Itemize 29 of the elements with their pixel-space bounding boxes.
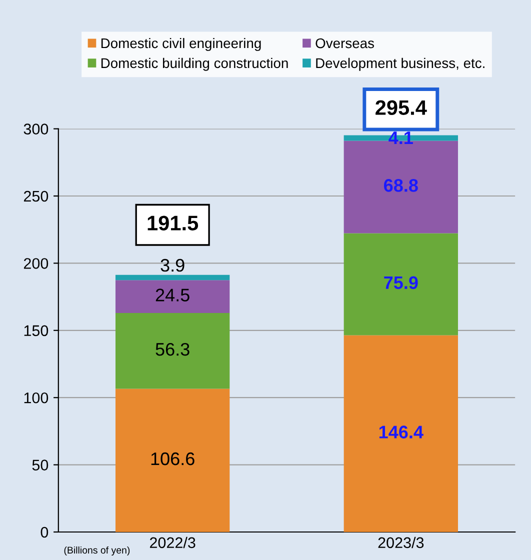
y-tick-label: 200 xyxy=(24,258,48,269)
legend-label: Domestic civil engineering xyxy=(101,38,261,51)
data-label: 68.8 xyxy=(384,179,418,192)
bar xyxy=(115,280,230,314)
bar xyxy=(115,313,230,389)
y-tick-label: 300 xyxy=(24,124,48,134)
legend-label: Development business, etc. xyxy=(316,58,484,71)
data-label: 56.3 xyxy=(156,342,190,356)
bar xyxy=(344,233,458,336)
legend-label: Domestic building construction xyxy=(101,58,288,71)
x-tick-label: 2022/3 xyxy=(150,536,196,548)
y-tick-label: 0 xyxy=(40,526,48,538)
data-label: 3.9 xyxy=(160,258,184,272)
legend-label: Overseas xyxy=(316,38,374,48)
bar xyxy=(115,274,230,280)
data-label: 106.6 xyxy=(151,452,194,466)
data-label: 75.9 xyxy=(384,276,418,290)
y-tick-label: 250 xyxy=(24,190,48,202)
bar xyxy=(115,388,230,532)
y-tick-label: 150 xyxy=(24,325,48,336)
x-tick-label: 2023/3 xyxy=(378,536,424,548)
text: (Billions of yen) xyxy=(64,546,130,556)
total-label: 191.5 xyxy=(148,216,198,230)
y-tick-label: 100 xyxy=(24,392,48,404)
data-label: 24.5 xyxy=(156,288,190,302)
data-label: 146.4 xyxy=(379,426,424,438)
y-tick-label: 50 xyxy=(32,460,48,470)
total-label: 295.4 xyxy=(376,100,427,116)
bar xyxy=(344,335,458,532)
